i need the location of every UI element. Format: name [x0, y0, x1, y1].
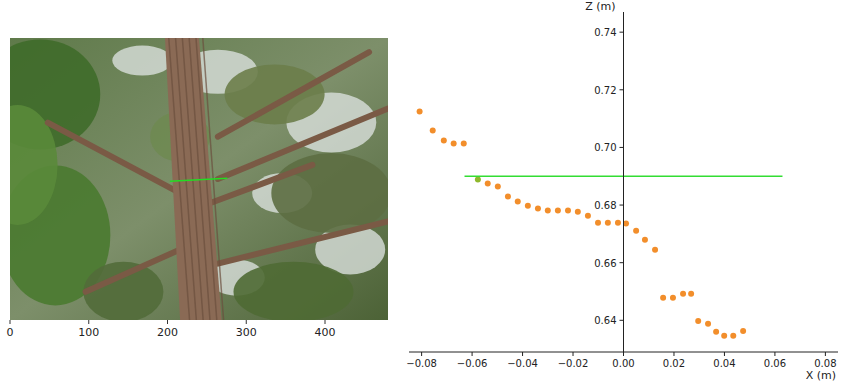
- point: [575, 209, 581, 215]
- x-tick: [421, 352, 422, 356]
- point: [652, 247, 658, 253]
- y-tick: [620, 147, 624, 148]
- point: [545, 208, 551, 214]
- x-axis-label: X (m): [806, 369, 836, 382]
- x-tick-label: 0.04: [713, 358, 735, 369]
- point: [535, 206, 541, 212]
- line: [170, 178, 227, 181]
- x-tick: [774, 352, 775, 356]
- y-axis-label: Z (m): [585, 0, 615, 13]
- branch: [199, 165, 312, 207]
- point: [485, 180, 491, 186]
- axes: 0 100 200 300 400: [7, 320, 336, 339]
- x-tick-label: −0.06: [457, 358, 488, 369]
- x-tick: [10, 320, 11, 324]
- branch: [48, 123, 180, 194]
- x-tick: [623, 352, 624, 356]
- point: [515, 199, 521, 205]
- point: [680, 291, 686, 297]
- point: [555, 208, 561, 214]
- sky-patch: [112, 46, 172, 76]
- axes: −0.08 −0.06 −0.04 −0.02 0.00 0.02 0.04 0.06 0.08…: [406, 0, 838, 382]
- x-tick: [724, 352, 725, 356]
- x-tick-label: −0.04: [507, 358, 538, 369]
- plot-area: [10, 38, 388, 320]
- y-tick: [620, 262, 624, 263]
- point: [660, 295, 666, 301]
- x-tick: [167, 320, 168, 324]
- point: [721, 333, 727, 339]
- x-tick: [325, 320, 326, 324]
- x-tick: [825, 352, 826, 356]
- point: [461, 140, 467, 146]
- x-tick-label: 0.02: [663, 358, 685, 369]
- point: [525, 203, 531, 209]
- x-tick: [472, 352, 473, 356]
- foliage: [225, 64, 325, 124]
- x-tick: [88, 320, 89, 324]
- y-tick-label: 0.74: [594, 27, 616, 38]
- y-tick-label: 0.70: [594, 142, 616, 153]
- point: [565, 208, 571, 214]
- x-tick: [522, 352, 523, 356]
- point: [615, 220, 621, 226]
- y-tick: [620, 320, 624, 321]
- point: [585, 213, 591, 219]
- point: [713, 329, 719, 335]
- figure: 0 100 200 300 400 −0.08 −0.06 −0.04 −0.02 0.00 0.0…: [0, 0, 850, 383]
- point: [430, 127, 436, 133]
- x-tick-label: 300: [236, 326, 257, 339]
- point: [642, 237, 648, 243]
- y-tick: [620, 89, 624, 90]
- point: [633, 228, 639, 234]
- x-tick: [673, 352, 674, 356]
- branch: [218, 221, 388, 263]
- plot-area: [417, 108, 783, 338]
- point: [740, 328, 746, 334]
- x-tick-label: 200: [157, 326, 178, 339]
- x-tick-label: 0.00: [612, 358, 634, 369]
- point: [441, 138, 447, 144]
- y-axis-line: [623, 12, 624, 352]
- x-tick-label: −0.08: [406, 358, 437, 369]
- point: [451, 140, 457, 146]
- point: [670, 295, 676, 301]
- foliage: [271, 153, 388, 233]
- branch: [86, 250, 181, 292]
- x-tick-label: 0.06: [764, 358, 786, 369]
- foliage: [83, 262, 163, 320]
- point: [730, 333, 736, 339]
- point: [695, 318, 701, 324]
- point: [475, 176, 481, 182]
- y-tick-label: 0.64: [594, 315, 616, 326]
- point: [688, 291, 694, 297]
- point: [605, 220, 611, 226]
- point: [705, 321, 711, 327]
- x-tick-label: 0.08: [814, 358, 836, 369]
- x-tick-label: 400: [315, 326, 336, 339]
- y-tick-label: 0.68: [594, 200, 616, 211]
- y-tick: [620, 32, 624, 33]
- point: [595, 220, 601, 226]
- y-tick-label: 0.72: [594, 85, 616, 96]
- point: [495, 184, 501, 190]
- x-tick-label: 0: [7, 326, 14, 339]
- foliage: [234, 262, 354, 320]
- point: [417, 108, 423, 114]
- point: [505, 193, 511, 199]
- y-tick: [620, 205, 624, 206]
- x-tick: [573, 352, 574, 356]
- y-tick-label: 0.66: [594, 258, 616, 269]
- x-tick: [246, 320, 247, 324]
- x-tick-label: 100: [78, 326, 99, 339]
- x-tick-label: −0.02: [558, 358, 589, 369]
